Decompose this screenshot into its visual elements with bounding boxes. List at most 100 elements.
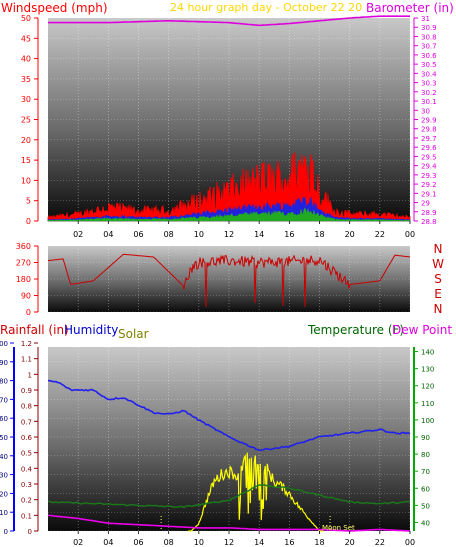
temperature-tick-label: 130 <box>421 366 434 374</box>
barometer-tick-label: 30.9 <box>421 24 437 32</box>
solar-series <box>188 452 324 532</box>
x-tick-label: 16 <box>284 230 294 239</box>
temperature-tick-label: 110 <box>421 400 434 408</box>
windspeed-tick-label: 50 <box>21 14 31 23</box>
barometer-tick-label: 30.1 <box>421 98 437 106</box>
rain-tick-label: 0.1 <box>21 512 32 520</box>
compass-label: N <box>434 242 443 256</box>
rain-tick-label: 0.5 <box>21 450 32 458</box>
direction-tick-label: 0 <box>26 308 31 317</box>
x-tick-label: 18 <box>314 230 324 239</box>
windspeed-tick-label: 40 <box>21 55 31 64</box>
barometer-tick-label: 30 <box>421 107 430 115</box>
barometer-series <box>48 15 410 27</box>
direction-tick-label: 90 <box>21 292 31 301</box>
solar-axis-label: Solar <box>118 327 149 341</box>
humidity-tick-label: 60 <box>0 415 8 423</box>
humidity-series <box>48 379 411 452</box>
barometer-tick-label: 29.9 <box>421 117 437 125</box>
temperature-tick-label: 70 <box>421 468 430 476</box>
direction-tick-label: 360 <box>16 242 31 251</box>
temperature-tick-label: 100 <box>421 417 434 425</box>
temperature-tick-label: 60 <box>421 485 430 493</box>
barometer-tick-label: 30.5 <box>421 61 437 69</box>
windspeed-tick-label: 30 <box>21 95 31 104</box>
compass-label: S <box>434 272 442 286</box>
dewpoint-axis-label: Dew Point ( <box>392 323 456 337</box>
chart-title: 24 hour graph day - October 22 20 <box>170 1 362 14</box>
windspeed-tick-label: 35 <box>21 75 31 84</box>
x-tick-label: 08 <box>164 230 174 239</box>
temperature-tick-label: 40 <box>421 519 430 527</box>
humidity-tick-label: 10 <box>0 509 8 517</box>
temperature-tick-label: 80 <box>421 451 430 459</box>
barometer-tick-label: 29 <box>421 200 430 208</box>
x-tick-label: 10 <box>194 538 204 547</box>
x-tick-label: 20 <box>345 230 355 239</box>
temperature-tick-label: 50 <box>421 502 430 510</box>
x-tick-label: 22 <box>375 230 385 239</box>
x-tick-label: 00 <box>405 538 415 547</box>
humidity-tick-label: 0 <box>4 528 8 536</box>
x-tick-label: 10 <box>194 230 204 239</box>
temperature-axis-label: Temperature (F) <box>307 323 404 337</box>
rain-tick-label: 0.3 <box>21 481 32 489</box>
x-tick-label: 08 <box>164 538 174 547</box>
dewpoint-series <box>47 514 411 532</box>
compass-label: N <box>434 302 443 316</box>
barometer-tick-label: 30.8 <box>421 33 437 41</box>
humidity-tick-label: 80 <box>0 378 8 386</box>
x-tick-label: 14 <box>254 230 264 239</box>
barometer-tick-label: 29.1 <box>421 190 437 198</box>
barometer-tick-label: 30.3 <box>421 80 437 88</box>
barometer-tick-label: 30.2 <box>421 89 437 97</box>
windspeed-tick-label: 0 <box>26 217 31 226</box>
rain-tick-label: 0 <box>28 528 32 536</box>
barometer-tick-label: 29.7 <box>421 135 437 143</box>
rain-tick-label: 0.7 <box>21 418 32 426</box>
x-tick-label: 02 <box>73 230 83 239</box>
grid-lines <box>48 17 411 532</box>
rain-tick-label: 0.9 <box>21 387 32 395</box>
barometer-tick-label: 29.5 <box>421 153 437 161</box>
x-tick-label: 18 <box>314 538 324 547</box>
humidity-tick-label: 20 <box>0 490 8 498</box>
x-tick-label: 22 <box>375 538 385 547</box>
x-tick-label: 04 <box>103 230 113 239</box>
humidity-tick-label: 90 <box>0 359 8 367</box>
x-tick-label: 06 <box>133 538 143 547</box>
barometer-tick-label: 30.7 <box>421 43 437 51</box>
windspeed-tick-label: 25 <box>21 116 31 125</box>
rain-tick-label: 0.2 <box>21 497 32 505</box>
temperature-series <box>48 484 411 509</box>
compass-label: E <box>434 287 442 301</box>
rain-tick-label: 1.2 <box>21 340 32 348</box>
rain-tick-label: 0.6 <box>21 434 33 442</box>
humidity-tick-label: 30 <box>0 472 8 480</box>
rainfall-axis-label: Rainfall (in) <box>0 323 69 337</box>
humidity-tick-label: 100 <box>0 340 8 348</box>
windspeed-lull-series <box>47 207 411 222</box>
barometer-tick-label: 31 <box>421 15 430 23</box>
rain-tick-label: 1.1 <box>21 356 32 364</box>
x-tick-label: 06 <box>133 230 143 239</box>
barometer-tick-label: 29.2 <box>421 181 437 189</box>
temperature-tick-label: 140 <box>421 349 434 357</box>
humidity-tick-label: 50 <box>0 434 8 442</box>
windspeed-gust-series <box>47 152 411 222</box>
rain-tick-label: 1 <box>28 371 32 379</box>
windspeed-tick-label: 20 <box>21 136 31 145</box>
barometer-tick-label: 29.4 <box>421 163 437 171</box>
windspeed-tick-label: 10 <box>21 176 31 185</box>
barometer-tick-label: 29.6 <box>421 144 437 152</box>
barometer-tick-label: 30.6 <box>421 52 437 60</box>
direction-tick-label: 270 <box>16 259 31 268</box>
moon-set-annotation: Moon Set <box>322 524 355 532</box>
x-tick-label: 04 <box>103 538 113 547</box>
temperature-tick-label: 120 <box>421 383 434 391</box>
humidity-axis-label: Humidity <box>64 323 118 337</box>
chart-series <box>47 15 411 532</box>
axes: 0510152025303540455028.828.92929.129.229… <box>0 14 444 547</box>
barometer-tick-label: 28.9 <box>421 209 437 217</box>
